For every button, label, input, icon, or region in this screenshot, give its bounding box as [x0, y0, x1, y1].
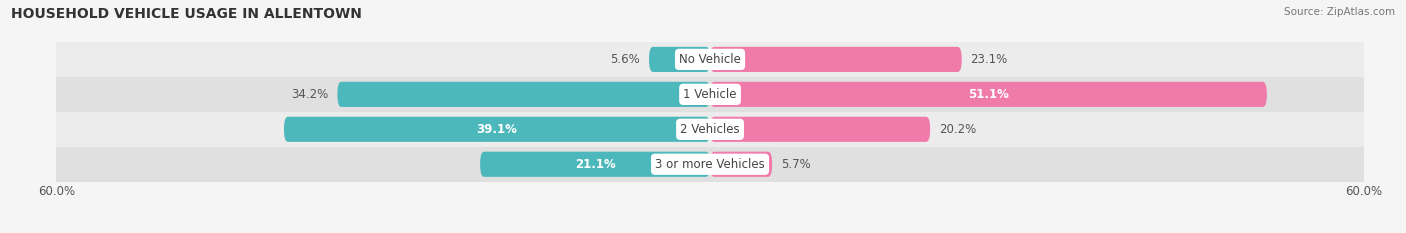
Text: 21.1%: 21.1%: [575, 158, 616, 171]
Text: 2 Vehicles: 2 Vehicles: [681, 123, 740, 136]
Text: 51.1%: 51.1%: [967, 88, 1010, 101]
Bar: [56, 112, 1364, 147]
Text: Source: ZipAtlas.com: Source: ZipAtlas.com: [1284, 7, 1395, 17]
FancyBboxPatch shape: [337, 82, 710, 107]
FancyBboxPatch shape: [710, 47, 962, 72]
FancyBboxPatch shape: [710, 117, 931, 142]
Text: 3 or more Vehicles: 3 or more Vehicles: [655, 158, 765, 171]
Text: 5.7%: 5.7%: [780, 158, 811, 171]
FancyBboxPatch shape: [479, 152, 710, 177]
FancyBboxPatch shape: [284, 117, 710, 142]
Text: HOUSEHOLD VEHICLE USAGE IN ALLENTOWN: HOUSEHOLD VEHICLE USAGE IN ALLENTOWN: [11, 7, 363, 21]
FancyBboxPatch shape: [710, 82, 1267, 107]
Text: 1 Vehicle: 1 Vehicle: [683, 88, 737, 101]
Text: 39.1%: 39.1%: [477, 123, 517, 136]
Text: 23.1%: 23.1%: [970, 53, 1008, 66]
Text: 20.2%: 20.2%: [939, 123, 976, 136]
Text: 5.6%: 5.6%: [610, 53, 640, 66]
FancyBboxPatch shape: [650, 47, 710, 72]
Bar: [56, 77, 1364, 112]
Bar: [56, 147, 1364, 182]
Text: 34.2%: 34.2%: [291, 88, 329, 101]
FancyBboxPatch shape: [710, 152, 772, 177]
Text: No Vehicle: No Vehicle: [679, 53, 741, 66]
Bar: [56, 42, 1364, 77]
